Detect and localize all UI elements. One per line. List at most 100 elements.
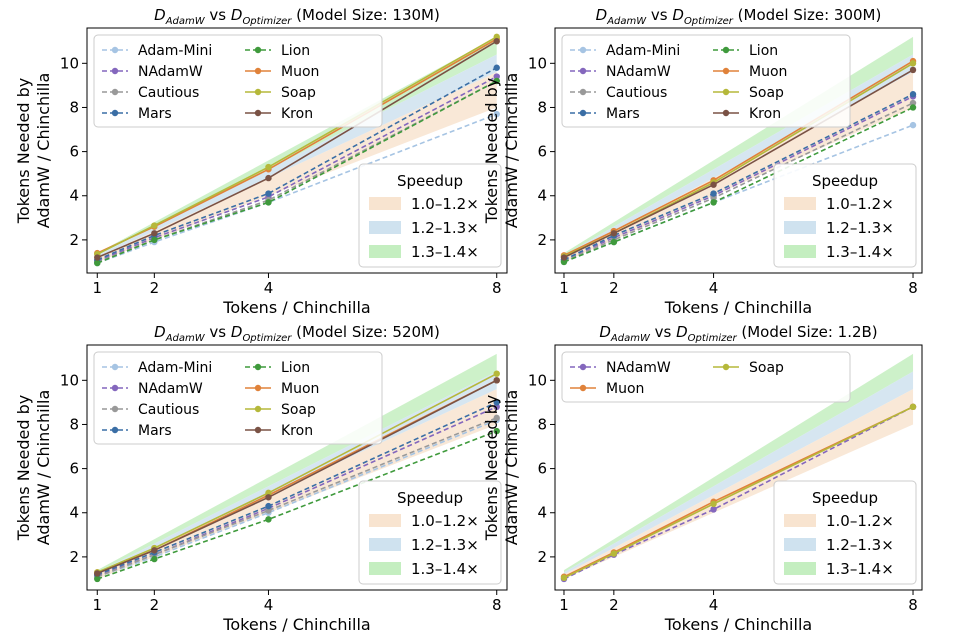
series-group: [94, 370, 500, 583]
speedup-swatch: [369, 245, 401, 258]
speedup-band: [97, 36, 497, 256]
data-point: [560, 574, 568, 582]
speedup-swatch: [784, 514, 816, 527]
y-tick-label: 6: [537, 460, 547, 478]
legend-swatch-marker: [722, 88, 730, 96]
legend-swatch-marker: [579, 363, 587, 371]
speedup-band: [97, 353, 497, 573]
series-line: [97, 406, 498, 577]
x-tick-label: 1: [92, 279, 102, 297]
legend-label: Cautious: [138, 402, 199, 418]
y-tick-label: 2: [69, 548, 79, 566]
x-tick-label: 2: [609, 596, 619, 614]
series-line: [96, 36, 498, 255]
legend-label: Lion: [281, 43, 310, 59]
series-legend: NAdamW Muon Soap: [561, 351, 851, 403]
data-point: [493, 77, 500, 85]
x-tick-label: 4: [264, 596, 274, 614]
data-point: [493, 414, 500, 422]
legend-label: NAdamW: [606, 64, 671, 80]
legend-swatch-marker: [579, 384, 587, 392]
speedup-swatch: [369, 514, 401, 527]
series-line: [97, 419, 498, 578]
x-tick-label: 2: [150, 596, 160, 614]
speedup-band: [563, 389, 914, 579]
series-legend: Adam-Mini NAdamW Cautious Mars Lion Muon Soap K…: [93, 351, 383, 445]
data-point: [265, 507, 272, 514]
chart-title: DAdamW vs DOptimizer (Model Size: 520M): [154, 323, 440, 344]
data-point: [909, 403, 917, 411]
series-line: [97, 430, 497, 580]
speedup-swatch: [784, 562, 816, 575]
speedup-label: 1.2–1.3×: [411, 536, 479, 554]
chart-title: DAdamW vs DOptimizer (Model Size: 1.2B): [599, 323, 877, 344]
x-tick-label: 1: [559, 279, 569, 297]
legend-swatch-marker: [722, 109, 730, 117]
speedup-label: 1.0–1.2×: [411, 195, 479, 213]
data-point: [265, 163, 272, 171]
data-point: [909, 104, 917, 111]
series-line: [97, 80, 498, 263]
x-tick-label: 4: [709, 596, 719, 614]
series-line: [96, 75, 498, 262]
legend-box: [93, 351, 383, 445]
data-point: [493, 370, 500, 377]
legend-label: Mars: [606, 106, 640, 122]
legend-label: Lion: [749, 43, 778, 59]
x-tick-label: 1: [559, 596, 569, 614]
panel-2: 1 2 4 8 2 4 6 8 10 Tokens / Chinchilla Tokens Need…: [482, 6, 923, 317]
series-line: [563, 93, 914, 261]
legend-swatch-marker: [111, 405, 119, 413]
legend-swatch-marker: [254, 109, 262, 117]
y-axis-label: Tokens Needed byAdamW / Chinchilla: [14, 73, 53, 229]
y-tick-label: 6: [69, 460, 79, 478]
y-tick-label: 6: [537, 143, 547, 161]
data-point: [710, 506, 717, 513]
data-point: [151, 555, 158, 563]
legend-swatch-marker: [254, 405, 262, 413]
y-tick-label: 2: [537, 231, 547, 249]
data-point: [94, 570, 101, 577]
speedup-label: 1.3–1.4×: [826, 243, 894, 261]
speedup-label: 1.2–1.3×: [826, 219, 894, 237]
legend-swatch-marker: [722, 67, 730, 75]
y-axis-label: Tokens Needed byAdamW / Chinchilla: [14, 390, 53, 546]
data-point: [610, 238, 618, 246]
data-point: [493, 399, 500, 406]
data-point: [151, 236, 158, 244]
data-point: [710, 500, 717, 508]
panel-1: 1 2 4 8 2 4 6 8 10 Tokens / Chinchilla Tokens Need…: [14, 6, 508, 317]
speedup-legend-title: Speedup: [397, 172, 463, 190]
plot-frame: [86, 344, 508, 591]
legend-box: [773, 480, 917, 585]
legend-label: Muon: [606, 381, 644, 397]
data-point: [493, 64, 500, 71]
speedup-swatch: [784, 245, 816, 258]
data-point: [560, 254, 568, 261]
legend-swatch-marker: [254, 88, 262, 96]
data-point: [493, 377, 500, 384]
legend-swatch-marker: [254, 46, 262, 54]
legend-box: [358, 163, 502, 268]
legend-swatch-marker: [111, 46, 119, 54]
y-tick-label: 10: [60, 371, 79, 389]
y-tick-label: 8: [69, 415, 79, 433]
data-point: [710, 194, 717, 202]
legend-box: [93, 34, 383, 128]
x-tick-label: 2: [609, 279, 619, 297]
legend-label: Adam-Mini: [138, 360, 212, 376]
plot-frame: [554, 27, 923, 274]
legend-swatch-marker: [722, 46, 730, 54]
legend-label: Muon: [749, 64, 787, 80]
legend-label: Adam-Mini: [606, 43, 680, 59]
data-point: [710, 199, 717, 206]
data-point: [560, 258, 568, 266]
data-point: [909, 60, 917, 67]
speedup-legend: Speedup 1.0–1.2× 1.2–1.3× 1.3–1.4×: [773, 480, 917, 585]
y-tick-label: 6: [69, 143, 79, 161]
series-line: [563, 95, 914, 261]
data-point: [493, 33, 500, 41]
y-tick-label: 8: [69, 98, 79, 116]
speedup-label: 1.3–1.4×: [411, 243, 479, 261]
y-tick-label: 4: [69, 504, 79, 522]
